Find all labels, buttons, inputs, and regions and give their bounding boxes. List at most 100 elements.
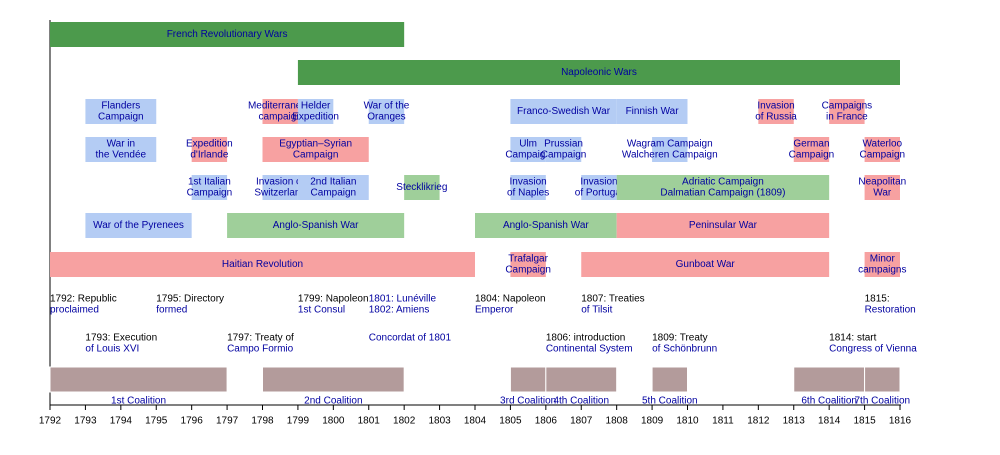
bar xyxy=(297,60,901,85)
event-label: 1809: Treaty xyxy=(652,333,708,344)
bar-label: Dalmatian Campaign (1809) xyxy=(660,188,785,199)
bar-label: in France xyxy=(826,112,868,123)
x-tick-label: 1815 xyxy=(853,416,876,427)
bar-label: Campaign xyxy=(859,150,905,161)
bar xyxy=(581,252,830,277)
x-tick-label: 1798 xyxy=(251,416,274,427)
event-label: of Tilsit xyxy=(581,305,612,316)
bar-label: Switzerland xyxy=(254,188,306,199)
x-tick-label: 1792 xyxy=(39,416,62,427)
x-tick-label: 1809 xyxy=(641,416,664,427)
x-tick-label: 1816 xyxy=(889,416,912,427)
coalition-label: 5th Coalition xyxy=(642,396,698,407)
bar-label: Finnish War xyxy=(626,106,680,117)
event-label: Continental System xyxy=(546,344,633,355)
coalition-bar xyxy=(651,366,688,393)
bar xyxy=(50,252,475,277)
bar xyxy=(368,99,405,124)
x-tick-label: 1810 xyxy=(676,416,699,427)
x-tick-label: 1799 xyxy=(287,416,310,427)
coalition-bar xyxy=(545,366,618,393)
coalition-bar xyxy=(49,366,228,393)
bar-label: Anglo-Spanish War xyxy=(503,220,589,231)
bar-label: Campaign xyxy=(98,112,144,123)
bar-label: War of the xyxy=(364,101,410,112)
bar-label: Mediterranean xyxy=(248,101,312,112)
event-label: 1797: Treaty of xyxy=(227,333,294,344)
coalition-label: 2nd Coalition xyxy=(304,396,362,407)
bar-label: Campaign xyxy=(293,150,339,161)
event-label: of Louis XVI xyxy=(85,344,139,355)
bar xyxy=(85,213,192,238)
bar-label: Invasion of xyxy=(256,177,305,188)
bar-label: Prussian xyxy=(544,139,583,150)
x-tick-label: 1794 xyxy=(110,416,133,427)
x-tick-label: 1795 xyxy=(145,416,168,427)
bar-label: Napoleonic Wars xyxy=(561,67,637,78)
bar xyxy=(510,137,546,162)
event-label: 1815: xyxy=(865,294,890,305)
bar-label: Adriatic Campaign xyxy=(682,177,764,188)
bar xyxy=(510,175,546,200)
bar-label: Ulm xyxy=(519,139,537,150)
bar-label: French Revolutionary Wars xyxy=(167,29,288,40)
bar-label: of Russia xyxy=(755,112,797,123)
event-label: Campo Formio xyxy=(227,344,294,355)
event-label: Emperor xyxy=(475,305,514,316)
bar xyxy=(510,99,617,124)
bar xyxy=(758,99,794,124)
bar-label: Invasion xyxy=(757,101,794,112)
bar xyxy=(404,175,440,200)
x-tick-label: 1805 xyxy=(499,416,522,427)
x-tick-label: 1813 xyxy=(783,416,806,427)
bar-label: Campaign xyxy=(505,265,551,276)
bar-label: of Portugal xyxy=(575,188,623,199)
bar-label: War of the Pyrenees xyxy=(93,220,184,231)
bar xyxy=(191,137,228,162)
bar xyxy=(297,175,369,200)
bar-label: Expedition xyxy=(186,139,233,150)
bar xyxy=(85,99,157,124)
bar xyxy=(227,213,405,238)
event-label: 1806: introduction xyxy=(546,333,626,344)
event-label: Restoration xyxy=(865,305,916,316)
bar-label: d'Irlande xyxy=(190,150,228,161)
x-tick-label: 1806 xyxy=(535,416,558,427)
bar xyxy=(262,175,298,200)
x-tick-label: 1800 xyxy=(322,416,345,427)
x-tick-label: 1802 xyxy=(393,416,416,427)
x-tick-label: 1808 xyxy=(606,416,629,427)
bar xyxy=(545,137,582,162)
bar-label: Campaign xyxy=(505,150,551,161)
event-label: 1807: Treaties xyxy=(581,294,644,305)
coalition-label: 3rd Coalition xyxy=(500,396,556,407)
bar-label: Franco-Swedish War xyxy=(517,106,611,117)
event-label: 1802: Amiens xyxy=(369,305,430,316)
bar xyxy=(475,213,617,238)
bar-label: Campaign xyxy=(541,150,587,161)
event-label: of Schönbrunn xyxy=(652,344,717,355)
event-label: 1795: Directory xyxy=(156,294,224,305)
coalition-bar xyxy=(509,366,547,393)
bar-label: campaigns xyxy=(858,265,906,276)
bar-label: Campaign xyxy=(789,150,835,161)
bar xyxy=(864,175,900,200)
bar-label: Wagram Campaign xyxy=(627,139,713,150)
bar xyxy=(864,252,900,277)
bar-label: Trafalgar xyxy=(508,254,548,265)
x-tick-label: 1793 xyxy=(74,416,97,427)
bar-label: 1st Italian xyxy=(188,177,231,188)
bar-label: Campaign xyxy=(187,188,233,199)
bar xyxy=(191,175,228,200)
coalition-bar xyxy=(864,366,901,393)
bar-label: Egyptian–Syrian xyxy=(279,139,352,150)
event-label: 1799: Napoleon xyxy=(298,294,369,305)
bar xyxy=(85,137,157,162)
bar xyxy=(581,175,617,200)
bar xyxy=(616,213,830,238)
bar-label: War xyxy=(873,188,892,199)
bar xyxy=(50,22,405,47)
bar-label: the Vendée xyxy=(96,150,147,161)
bar xyxy=(864,137,900,162)
